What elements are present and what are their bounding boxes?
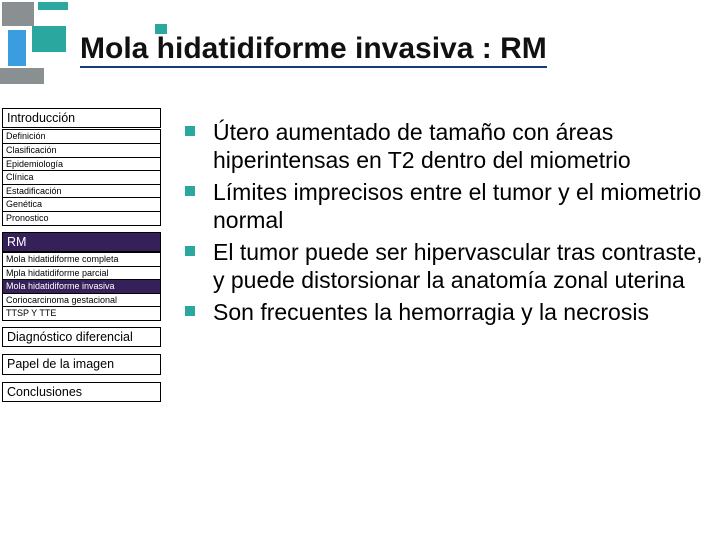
deco-square [2, 2, 34, 26]
nav-sub-item[interactable]: Estadificación [2, 184, 161, 198]
nav-rm[interactable]: RM [2, 232, 161, 252]
nav-sub-item[interactable]: Mola hidatidiforme completa [2, 252, 161, 266]
bullet-item: El tumor puede ser hipervascular tras co… [185, 238, 705, 294]
sidebar-nav: Introducción DefiniciónClasificaciónEpid… [2, 108, 161, 403]
bullet-text: El tumor puede ser hipervascular tras co… [213, 238, 705, 294]
nav-sub-item[interactable]: Mpla hidatidiforme parcial [2, 266, 161, 280]
nav-introduccion[interactable]: Introducción [2, 108, 161, 128]
bullet-icon [185, 186, 195, 196]
deco-square [8, 30, 26, 66]
nav-item[interactable]: Conclusiones [2, 382, 161, 402]
nav-item[interactable]: Diagnóstico diferencial [2, 327, 161, 347]
deco-square [32, 26, 66, 52]
bullet-item: Son frecuentes la hemorragia y la necros… [185, 298, 705, 326]
nav-sub-item[interactable]: Clasificación [2, 143, 161, 157]
bullet-icon [185, 306, 195, 316]
nav-sub-item[interactable]: Definición [2, 129, 161, 143]
bullet-icon [185, 126, 195, 136]
nav-sub-item[interactable]: Genética [2, 197, 161, 211]
nav-sub-item[interactable]: Coriocarcinoma gestacional [2, 293, 161, 307]
nav-sub-item[interactable]: Pronostico [2, 211, 161, 226]
slide-title: Mola hidatidiforme invasiva : RM [80, 32, 547, 68]
deco-square [38, 2, 68, 10]
nav-sub-item[interactable]: TTSP Y TTE [2, 306, 161, 321]
bullet-icon [185, 246, 195, 256]
bullet-item: Límites imprecisos entre el tumor y el m… [185, 178, 705, 234]
nav-sub-item[interactable]: Epidemiología [2, 157, 161, 171]
bullet-text: Son frecuentes la hemorragia y la necros… [213, 298, 649, 326]
content-body: Útero aumentado de tamaño con áreas hipe… [185, 118, 705, 330]
bullet-text: Límites imprecisos entre el tumor y el m… [213, 178, 705, 234]
nav-sub-item[interactable]: Mola hidatidiforme invasiva [2, 279, 161, 293]
deco-square [0, 68, 44, 84]
nav-item[interactable]: Papel de la imagen [2, 354, 161, 374]
bullet-item: Útero aumentado de tamaño con áreas hipe… [185, 118, 705, 174]
nav-sub-item[interactable]: Clínica [2, 170, 161, 184]
bullet-text: Útero aumentado de tamaño con áreas hipe… [213, 118, 705, 174]
